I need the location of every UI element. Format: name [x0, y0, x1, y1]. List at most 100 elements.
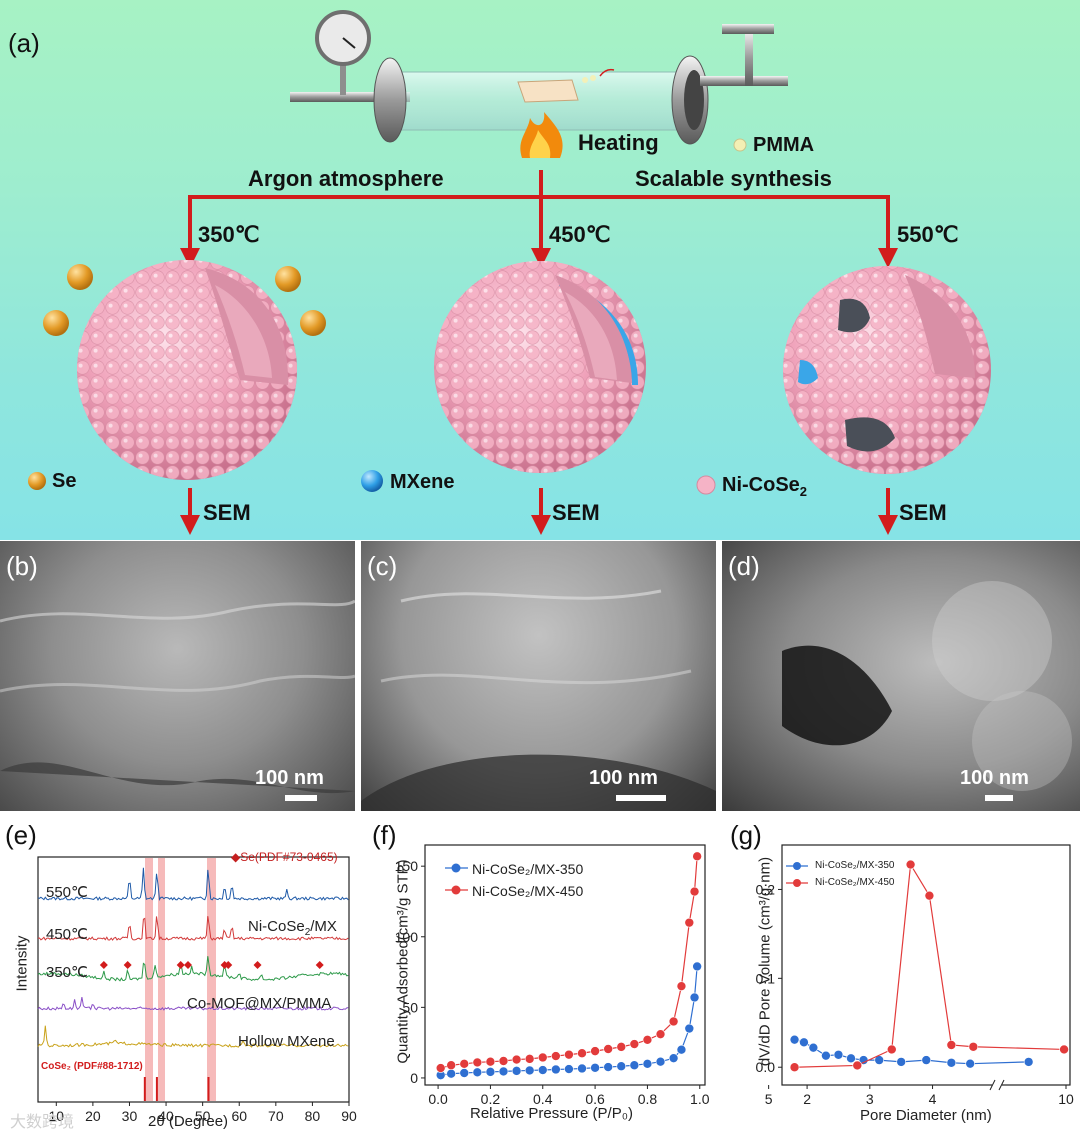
se-particle-icon	[67, 264, 93, 290]
xrd-xtick-label: 70	[268, 1108, 284, 1124]
bet-xtick-label: 1.0	[690, 1091, 710, 1107]
bet-point	[551, 1064, 561, 1075]
pore-point	[789, 1034, 800, 1045]
pore-legend-marker	[793, 862, 801, 870]
pore-series-line	[794, 1039, 1029, 1065]
pore-point	[833, 1049, 844, 1060]
bet-point	[590, 1062, 600, 1073]
panel-letter-a: (a)	[8, 28, 40, 58]
bet-point	[603, 1044, 613, 1054]
scale-bar-d	[985, 795, 1013, 801]
panel-letter-b: (b)	[6, 551, 38, 581]
se-peak-marker	[253, 961, 262, 969]
bet-point	[603, 1062, 613, 1072]
bet-point	[616, 1061, 627, 1072]
bet-point	[472, 1067, 483, 1078]
bet-point	[511, 1054, 522, 1065]
pore-point	[789, 1062, 800, 1073]
tube-furnace	[290, 10, 788, 145]
bet-legend-450: Ni-CoSe₂/MX-450	[472, 883, 584, 899]
bet-point	[564, 1049, 574, 1060]
bet-xtick-label: 0.0	[428, 1091, 448, 1107]
scale-label-b: 100 nm	[255, 767, 324, 789]
pore-point	[946, 1057, 957, 1068]
bet-point	[537, 1052, 548, 1063]
curve-label-hollow-mxene: Hollow MXene	[238, 1033, 335, 1050]
pore-ytick-label: 0.1	[756, 970, 776, 986]
bet-point	[668, 1053, 679, 1063]
pore-chart: 2 3 4 5 10 0.0 0.1 0.2	[756, 844, 1074, 1107]
curve-label-550: 550℃	[46, 884, 88, 901]
xrd-xtick-label: 60	[231, 1108, 247, 1124]
xrd-curve	[37, 997, 349, 1011]
bet-point	[446, 1060, 456, 1071]
sem-image-b: (b) 100 nm	[0, 541, 355, 811]
curve-label-350: 350℃	[46, 964, 88, 981]
bet-point	[551, 1051, 561, 1061]
bet-xtick-label: 0.4	[533, 1091, 553, 1107]
pore-xtick-label: 2	[803, 1091, 811, 1107]
pore-point	[846, 1053, 856, 1064]
sem-texture-d	[782, 581, 1072, 791]
ref-band	[145, 858, 153, 1101]
xrd-ylabel: Intensity	[13, 935, 31, 992]
pore-ylabel: dV/dD Pore Volume (cm³/g·nm)	[756, 856, 774, 1067]
bet-point	[459, 1068, 470, 1078]
bet-point	[655, 1056, 666, 1067]
bet-point	[498, 1066, 509, 1077]
xrd-curve	[37, 916, 349, 941]
pore-xlabel: Pore Diameter (nm)	[860, 1107, 992, 1124]
axis-break-icon	[989, 1079, 1005, 1091]
panel-letter-f: (f)	[372, 820, 397, 850]
bet-point	[446, 1068, 456, 1079]
bet-point	[577, 1063, 587, 1074]
se-peak-marker	[123, 961, 132, 969]
se-legend-label: Se	[52, 470, 77, 492]
pore-xtick-label: 5	[765, 1091, 773, 1107]
bet-point	[629, 1060, 640, 1071]
heating-label: Heating	[578, 130, 659, 155]
bet-point	[676, 1044, 687, 1055]
xrd-curve	[37, 956, 349, 982]
xrd-xtick-label: 10	[49, 1108, 65, 1124]
ref-band	[158, 858, 165, 1101]
nicose2-legend-label: Ni-CoSe2	[722, 474, 808, 499]
xrd-curve	[37, 1025, 349, 1048]
bet-point	[642, 1059, 653, 1069]
se-peak-marker	[315, 961, 324, 969]
mxene-legend-icon	[361, 470, 383, 492]
pore-point	[886, 1044, 897, 1055]
pore-ytick-label: 0.0	[756, 1059, 776, 1075]
sphere-350	[77, 260, 297, 480]
se-peak-marker	[224, 961, 233, 969]
axis-break-gap	[992, 1079, 1002, 1091]
bet-legend-marker	[451, 885, 461, 895]
bet-point	[498, 1056, 509, 1066]
pore-legend-350: Ni-CoSe₂/MX-350	[815, 860, 895, 871]
se-peak-marker	[184, 961, 193, 969]
xrd-xtick-label: 40	[158, 1108, 174, 1124]
bet-point	[524, 1054, 535, 1064]
bet-axes-frame	[424, 844, 706, 1086]
se-reference-legend: ◆Se(PDF#73-0465)	[231, 850, 338, 864]
curve-label-comof: Co-MOF@MX/PMMA	[187, 995, 332, 1012]
sphere-550	[783, 266, 991, 474]
bet-xlabel: Relative Pressure (P/P₀)	[470, 1105, 633, 1122]
reaction-arrows	[180, 170, 898, 535]
sem-label-c: SEM	[552, 500, 600, 525]
temp-350-label: 350℃	[198, 222, 260, 247]
se-legend-icon	[28, 472, 46, 490]
se-peak-marker	[99, 961, 108, 969]
sem-label-b: SEM	[203, 500, 251, 525]
flame-icon	[520, 112, 563, 158]
coSe2-reference-label: CoSe₂ (PDF#88-1712)	[41, 1061, 143, 1072]
bet-ytick-label: 100	[395, 929, 419, 945]
temp-450-label: 450℃	[549, 222, 611, 247]
xrd-curve	[37, 867, 349, 902]
bet-xtick-label: 0.8	[638, 1091, 658, 1107]
nicose2-legend-icon	[696, 475, 716, 495]
xrd-xtick-label: 30	[122, 1108, 138, 1124]
pore-point	[965, 1058, 975, 1069]
pore-point	[896, 1057, 906, 1067]
bet-chart: 0.0 0.2 0.4 0.6 0.8 1.0 0 50 100 150	[395, 844, 710, 1107]
